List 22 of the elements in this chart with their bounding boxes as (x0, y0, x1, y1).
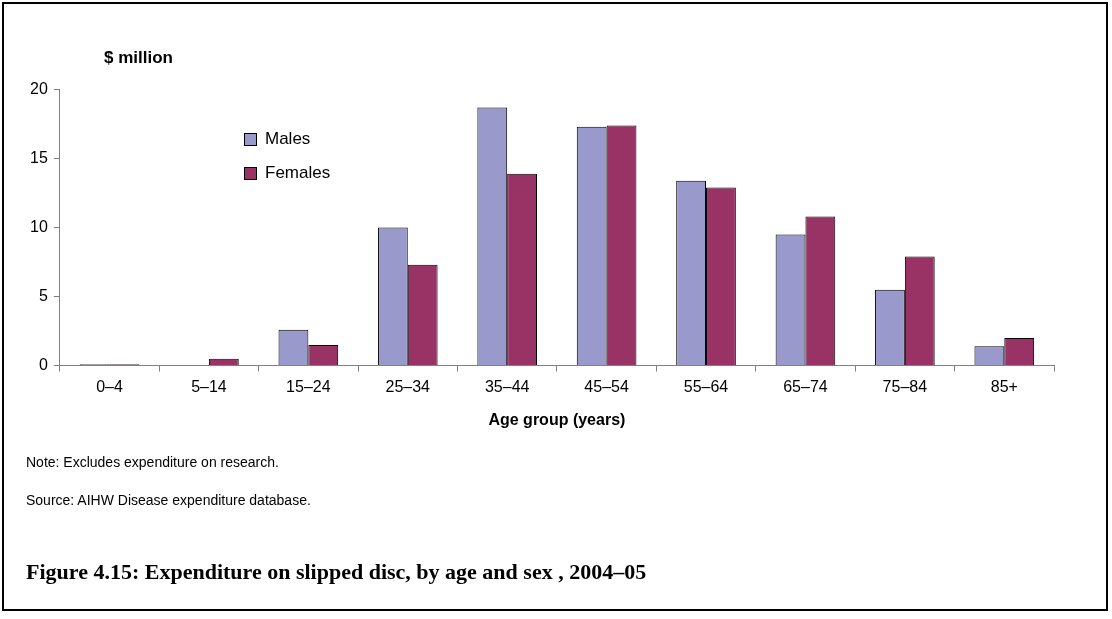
text: Note: Excludes expenditure on research. (26, 454, 280, 470)
x-tick-label: 75–84 (882, 377, 928, 395)
x-tick-label: 5–14 (191, 377, 227, 395)
x-tick-label: 65–74 (783, 377, 828, 395)
x-tick-label: 45–54 (584, 377, 629, 395)
y-tick-label: 15 (30, 149, 48, 167)
y-tick-label: 0 (38, 356, 48, 374)
text: Figure 4.15: Expenditure on slipped disc, by age and sex , 2004–05 (26, 559, 647, 585)
source-note: Source: AIHW Disease expenditure database. (26, 492, 311, 508)
x-tick-label: 35–44 (484, 377, 530, 395)
x-tick-label: 15–24 (286, 377, 331, 395)
y-axis-title: $ million (104, 48, 173, 68)
x-tick-label: 25–34 (385, 377, 431, 395)
x-tick-label: 85+ (990, 377, 1018, 395)
y-tick-label: 10 (30, 218, 48, 236)
y-tick-label: 20 (30, 80, 48, 98)
x-axis-title: Age group (years) (488, 410, 626, 428)
x-tick-label: 0–4 (96, 377, 123, 395)
legend-label: Males (265, 129, 311, 149)
y-tick-label: 5 (38, 287, 48, 305)
x-tick-label: 55–64 (683, 377, 729, 395)
legend-label: Females (265, 163, 331, 183)
